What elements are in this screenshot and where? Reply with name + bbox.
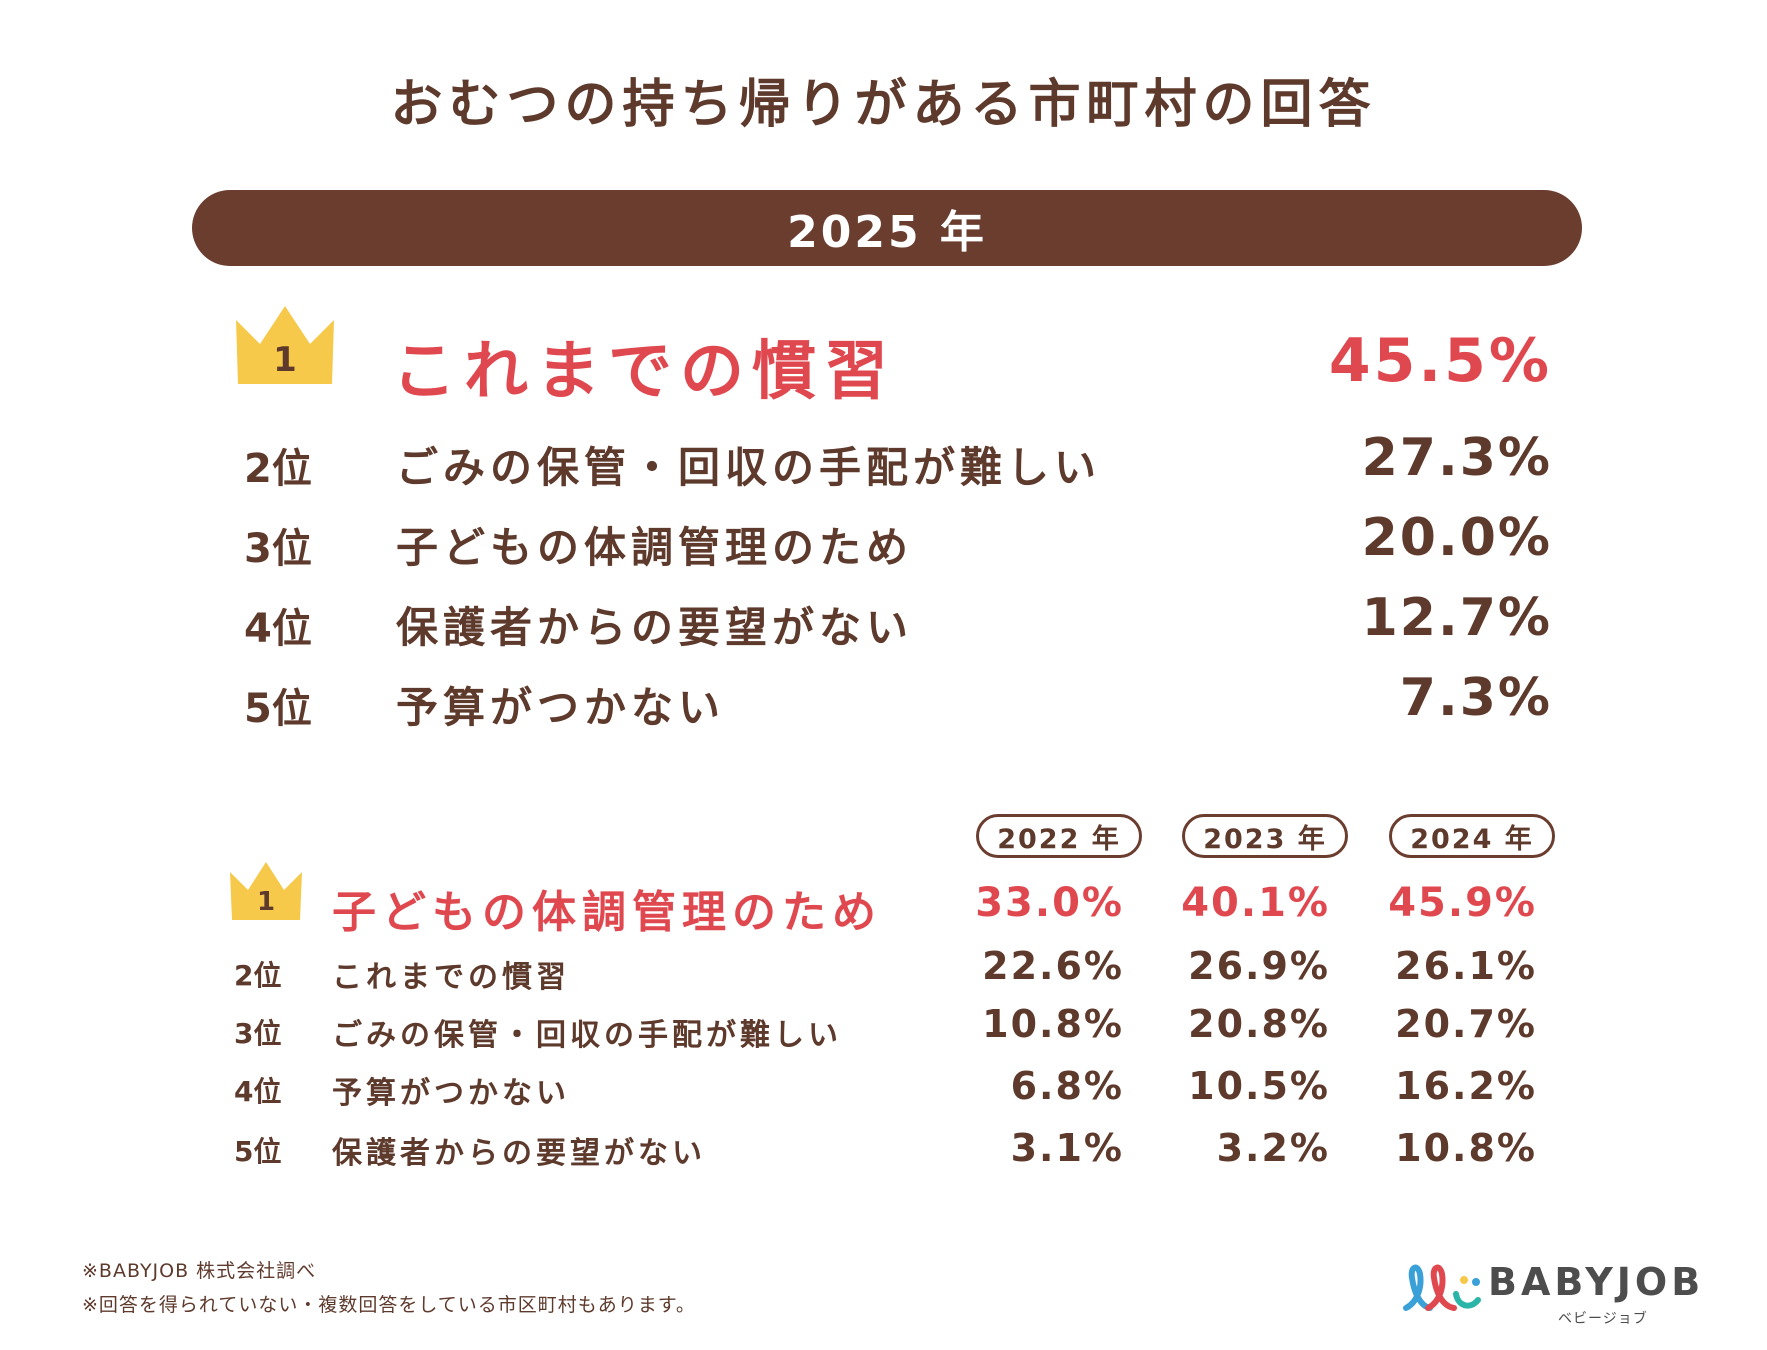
value-2022: 3.1% [1010,1126,1124,1170]
crown-rank-number: 1 [256,887,276,917]
value-2024: 20.7% [1395,1002,1537,1046]
history-top1-label: 子どもの体調管理のため [332,887,882,938]
page-title: おむつの持ち帰りがある市町村の回答 [390,75,1377,135]
value-2024: 16.2% [1395,1064,1537,1108]
item-label: 保護者からの要望がない [396,603,914,652]
item-label: 子どもの体調管理のため [396,523,914,572]
item-label: ごみの保管・回収の手配が難しい [396,443,1102,492]
item-label: 予算がつかない [332,1076,570,1111]
rank-label: 2位 [244,446,312,492]
history-top1-2023: 40.1% [1181,880,1330,926]
item-value: 12.7% [1361,588,1552,648]
value-2024: 26.1% [1395,944,1537,988]
rank-label: 5位 [234,1135,282,1168]
item-label: 予算がつかない [396,683,726,732]
year-pill-2022: 2022 年 [976,814,1142,858]
logo-wordmark: BABYJOB [1488,1260,1705,1304]
item-value: 7.3% [1399,668,1552,728]
value-2022: 22.6% [982,944,1124,988]
history-top1-2022: 33.0% [975,880,1124,926]
rank-label: 2位 [234,959,282,992]
year-pill-2023: 2023 年 [1182,814,1348,858]
item-label: これまでの慣習 [332,960,570,995]
item-value: 27.3% [1361,428,1552,488]
item-label: 保護者からの要望がない [332,1136,706,1171]
crown-icon: 1 [228,860,304,922]
value-2023: 26.9% [1188,944,1330,988]
rank-label: 5位 [244,686,312,732]
footnote-source: ※BABYJOB 株式会社調べ [82,1260,317,1282]
year-banner: 2025 年 [192,190,1582,266]
year-pill-2024: 2024 年 [1389,814,1555,858]
value-2023: 3.2% [1216,1126,1330,1170]
crown-icon: 1 [234,304,336,386]
footnote-note: ※回答を得られていない・複数回答をしている市区町村もあります。 [82,1294,696,1316]
logo-mark-icon [1403,1264,1481,1311]
item-value: 20.0% [1361,508,1552,568]
history-top1-2024: 45.9% [1388,880,1537,926]
rank-label: 3位 [244,526,312,572]
value-2022: 10.8% [982,1002,1124,1046]
value-2023: 10.5% [1188,1064,1330,1108]
item-label: ごみの保管・回収の手配が難しい [332,1018,842,1053]
top1-label: これまでの慣習 [392,335,896,409]
brand-logo: BABYJOB ベビージョブ [1400,1256,1700,1328]
rank-label: 4位 [244,606,312,652]
value-2022: 6.8% [1010,1064,1124,1108]
top1-value: 45.5% [1328,326,1552,396]
year-banner-label: 2025 年 [787,207,987,258]
logo-kana: ベビージョブ [1558,1311,1648,1327]
crown-rank-number: 1 [273,340,297,380]
rank-label: 4位 [234,1075,282,1108]
rank-label: 3位 [234,1017,282,1050]
value-2024: 10.8% [1395,1126,1537,1170]
value-2023: 20.8% [1188,1002,1330,1046]
